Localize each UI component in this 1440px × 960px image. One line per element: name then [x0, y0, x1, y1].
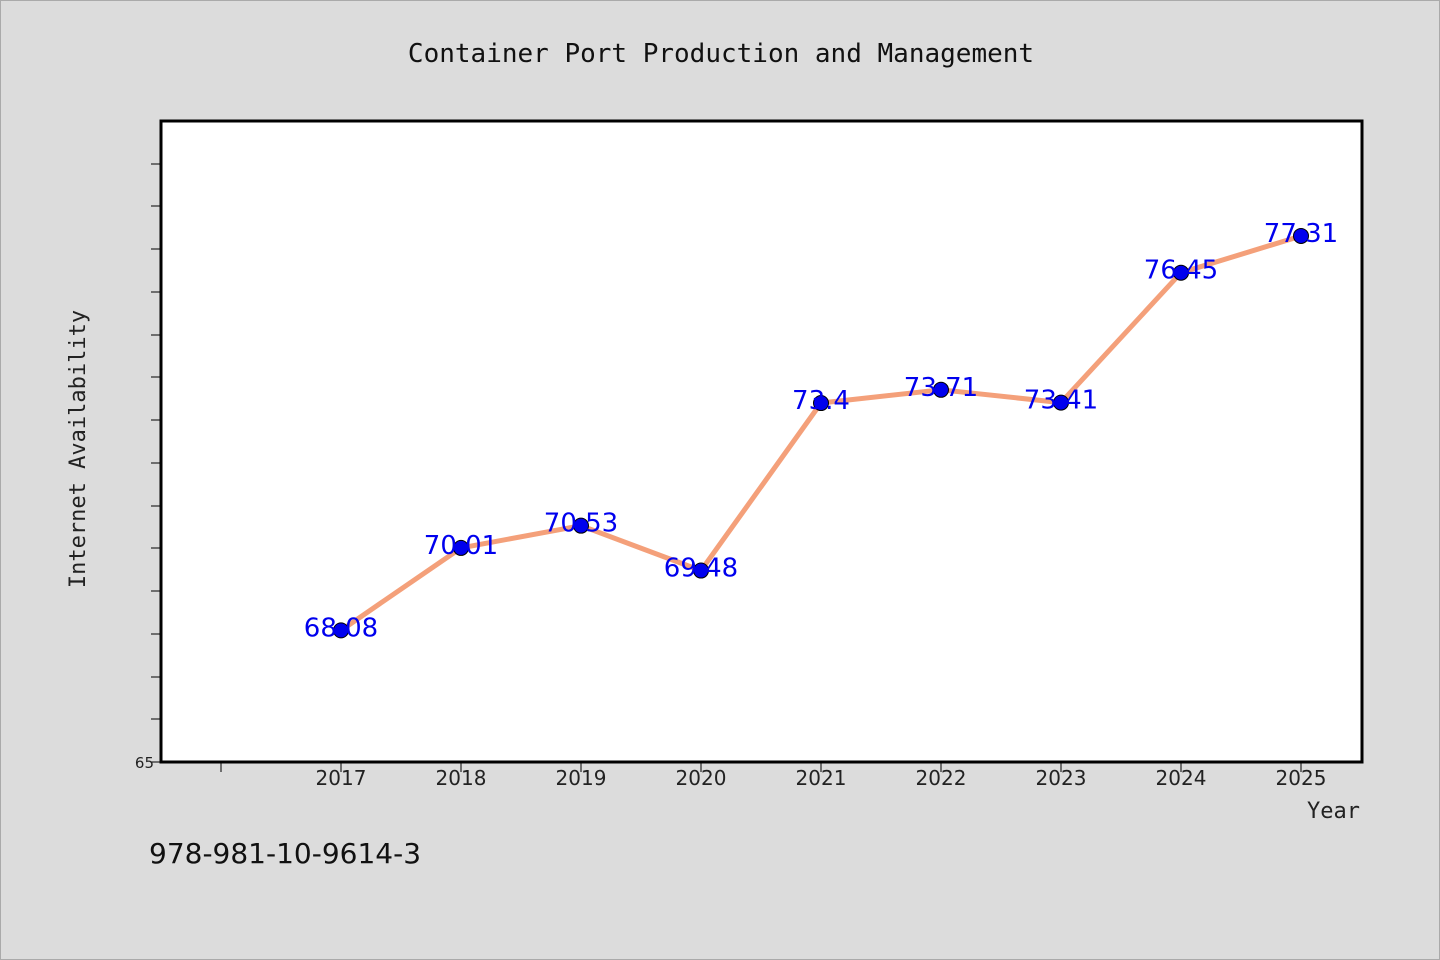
data-point	[693, 562, 709, 579]
data-label: 70.01	[424, 531, 498, 561]
x-tick-label: 2023	[1036, 766, 1087, 790]
x-tick-label: 2018	[436, 766, 487, 790]
data-label: 73.41	[1024, 386, 1098, 416]
data-label: 68.08	[304, 613, 378, 643]
chart-title: Container Port Production and Management	[408, 39, 1034, 69]
data-point	[333, 622, 349, 639]
data-label: 73.4	[792, 386, 850, 416]
series-markers	[333, 227, 1309, 639]
y-axis-ticks	[151, 163, 161, 763]
x-tick-label: 2017	[316, 766, 367, 790]
series-data-labels: 68.08 70.01 70.53 69.48 73.4 73.71 73.41 76.45 7…	[304, 219, 1338, 643]
y-axis-label: Internet Availability	[66, 310, 91, 588]
x-tick-label: 2022	[916, 766, 967, 790]
data-label: 69.48	[664, 554, 738, 584]
x-axis-ticks	[220, 762, 1302, 772]
data-point	[1293, 227, 1309, 244]
x-tick-label: 2020	[676, 766, 727, 790]
y-tick-label-min: 65	[135, 754, 154, 772]
data-point	[813, 395, 829, 412]
data-point	[933, 381, 949, 398]
data-label: 73.71	[904, 373, 978, 403]
data-point	[1173, 264, 1189, 281]
x-tick-label: 2024	[1156, 766, 1207, 790]
data-label: 70.53	[544, 509, 618, 539]
data-point	[573, 517, 589, 534]
data-label: 77.31	[1264, 219, 1338, 249]
x-tick-label: 2025	[1276, 766, 1327, 790]
footer-isbn: 978-981-10-9614-3	[149, 837, 421, 870]
x-axis-tick-labels: 2017 2018 2019 2020 2021 2022 2023 2024 2025	[316, 766, 1327, 790]
data-point	[1053, 394, 1069, 411]
x-tick-label: 2021	[796, 766, 847, 790]
x-tick-label: 2019	[556, 766, 607, 790]
data-label: 76.45	[1144, 256, 1218, 286]
x-axis-label: Year	[1307, 799, 1360, 824]
plot-area	[159, 119, 1364, 764]
data-point	[453, 539, 469, 556]
